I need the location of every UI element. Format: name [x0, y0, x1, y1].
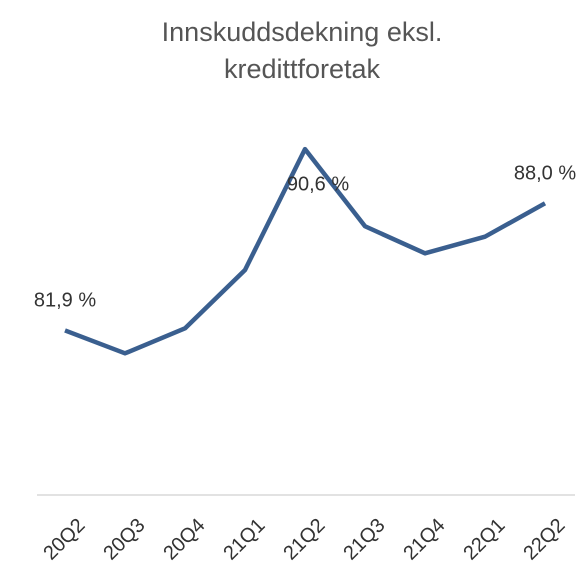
- x-tick-label: 21Q4: [399, 514, 449, 564]
- line: [64, 146, 547, 356]
- x-tick-label: 20Q4: [159, 514, 209, 564]
- x-tick-label: 21Q2: [279, 514, 329, 564]
- chart-title: Innskuddsdekning eksl. kredittforetak: [161, 17, 443, 84]
- data-label: 90,6 %: [287, 173, 349, 195]
- x-tick-label: 21Q3: [339, 514, 389, 564]
- x-tick-label: 21Q1: [219, 514, 269, 564]
- data-label: 81,9 %: [34, 290, 96, 312]
- x-tick-label: 20Q2: [39, 514, 89, 564]
- x-tick-label: 22Q1: [459, 514, 509, 564]
- x-tick-label: 22Q2: [519, 514, 569, 564]
- x-tick-label: 20Q3: [99, 514, 149, 564]
- data-label: 88,0 %: [514, 163, 576, 185]
